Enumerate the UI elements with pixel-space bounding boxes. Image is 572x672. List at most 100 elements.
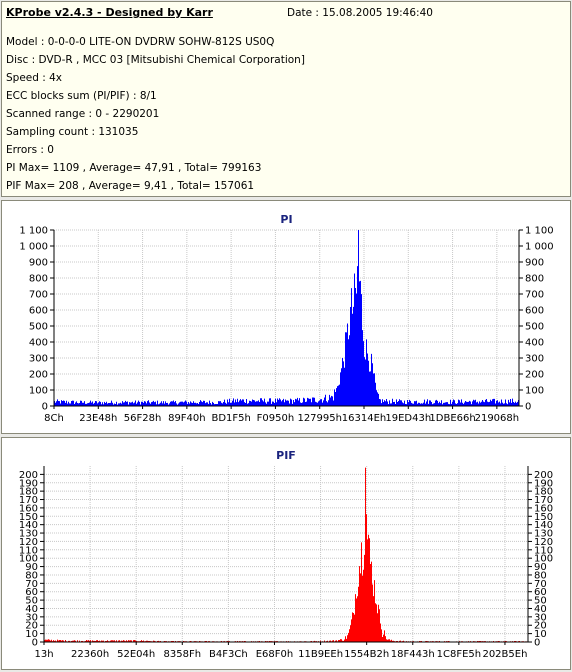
y-tick-label-right: 150 xyxy=(534,512,553,523)
y-tick-label-right: 200 xyxy=(534,470,553,481)
y-tick-label-left: 130 xyxy=(19,529,38,540)
x-tick-label: 22360h xyxy=(71,649,109,660)
x-tick-label: 202B5Eh xyxy=(482,649,527,660)
x-tick-label: 127995h xyxy=(297,413,342,424)
x-tick-label: F0950h xyxy=(257,413,295,424)
y-tick-label-right: 10 xyxy=(534,629,547,640)
y-tick-label-right: 120 xyxy=(534,537,553,548)
y-tick-label-right: 400 xyxy=(525,338,544,349)
y-tick-label-right: 90 xyxy=(534,562,547,573)
y-tick-label-left: 180 xyxy=(19,487,38,498)
x-tick-label: E68F0h xyxy=(256,649,294,660)
y-tick-label-right: 0 xyxy=(534,638,540,649)
app-title: KProbe v2.4.3 - Designed by Karr xyxy=(6,6,213,19)
pi-chart-panel: PI 0 0 100 100 200 200 300 300 400 400 500 500 600 600… xyxy=(1,200,571,434)
y-tick-label-right: 1 000 xyxy=(525,242,554,253)
info-scanned-range: Scanned range : 0 - 2290201 xyxy=(6,108,160,120)
y-tick-label-left: 900 xyxy=(29,258,48,269)
y-tick-label-left: 20 xyxy=(25,621,38,632)
y-tick-label-right: 600 xyxy=(525,306,544,317)
y-tick-label-left: 80 xyxy=(25,570,38,581)
y-tick-label-right: 100 xyxy=(525,386,544,397)
y-tick-label-left: 200 xyxy=(19,470,38,481)
y-tick-label-left: 700 xyxy=(29,290,48,301)
y-tick-label-right: 200 xyxy=(525,370,544,381)
x-tick-label: 52E04h xyxy=(117,649,155,660)
y-tick-label-left: 100 xyxy=(19,554,38,565)
pif-chart-panel: PIF 0 0 10 10 20 20 30 30 40 40 50 50 60 60 70 70 80 80 90 9… xyxy=(1,437,571,670)
y-tick-label-right: 80 xyxy=(534,570,547,581)
y-tick-label-left: 600 xyxy=(29,306,48,317)
x-tick-label: BD1F5h xyxy=(211,413,250,424)
y-tick-label-right: 130 xyxy=(534,529,553,540)
x-tick-label: 56F28h xyxy=(124,413,162,424)
y-tick-label-right: 60 xyxy=(534,587,547,598)
y-tick-label-left: 170 xyxy=(19,495,38,506)
y-tick-label-right: 0 xyxy=(525,402,531,413)
y-tick-label-left: 120 xyxy=(19,537,38,548)
y-tick-label-left: 800 xyxy=(29,274,48,285)
info-sampling-count: Sampling count : 131035 xyxy=(6,126,139,138)
x-tick-label: 1C8FE5h xyxy=(437,649,481,660)
info-pif-stats: PIF Max= 208 , Average= 9,41 , Total= 15… xyxy=(6,180,255,192)
y-tick-label-left: 300 xyxy=(29,354,48,365)
plot-area xyxy=(54,230,519,406)
x-tick-label: 219068h xyxy=(475,413,520,424)
y-tick-label-left: 70 xyxy=(25,579,38,590)
y-tick-label-left: 140 xyxy=(19,520,38,531)
y-tick-label-left: 160 xyxy=(19,503,38,514)
y-tick-label-right: 100 xyxy=(534,554,553,565)
y-tick-label-left: 500 xyxy=(29,322,48,333)
x-tick-label: 19ED43h xyxy=(385,413,431,424)
y-tick-label-left: 10 xyxy=(25,629,38,640)
y-tick-label-left: 40 xyxy=(25,604,38,615)
y-tick-label-right: 700 xyxy=(525,290,544,301)
y-tick-label-left: 400 xyxy=(29,338,48,349)
x-tick-label: 1DBE66h xyxy=(429,413,475,424)
x-tick-label: B4F3Ch xyxy=(209,649,248,660)
y-tick-label-left: 150 xyxy=(19,512,38,523)
chart-title: PI xyxy=(280,213,292,226)
x-tick-label: 11B9EEh xyxy=(298,649,343,660)
x-tick-label: 16314Eh xyxy=(342,413,386,424)
y-tick-label-right: 190 xyxy=(534,478,553,489)
y-tick-label-right: 500 xyxy=(525,322,544,333)
plot-area xyxy=(44,466,528,642)
y-tick-label-right: 20 xyxy=(534,621,547,632)
chart-title: PIF xyxy=(276,449,296,462)
y-tick-label-right: 110 xyxy=(534,545,553,556)
y-tick-label-right: 300 xyxy=(525,354,544,365)
info-speed: Speed : 4x xyxy=(6,72,63,84)
x-tick-label: 23E48h xyxy=(79,413,117,424)
y-tick-label-left: 60 xyxy=(25,587,38,598)
y-tick-label-right: 50 xyxy=(534,596,547,607)
info-panel: KProbe v2.4.3 - Designed by Karr Date : … xyxy=(1,1,571,197)
info-lines: Model : 0-0-0-0 LITE-ON DVDRW SOHW-812S … xyxy=(6,33,305,195)
x-tick-label: 18F443h xyxy=(391,649,435,660)
pi-series xyxy=(54,230,519,406)
y-tick-label-left: 0 xyxy=(32,638,38,649)
info-disc: Disc : DVD-R , MCC 03 [Mitsubishi Chemic… xyxy=(6,54,305,66)
info-pi-stats: PI Max= 1109 , Average= 47,91 , Total= 7… xyxy=(6,162,262,174)
info-model: Model : 0-0-0-0 LITE-ON DVDRW SOHW-812S … xyxy=(6,36,275,48)
y-tick-label-left: 50 xyxy=(25,596,38,607)
y-tick-label-right: 160 xyxy=(534,503,553,514)
y-tick-label-left: 90 xyxy=(25,562,38,573)
x-tick-label: 89F40h xyxy=(168,413,206,424)
y-tick-label-left: 1 100 xyxy=(19,226,48,237)
y-tick-label-right: 40 xyxy=(534,604,547,615)
y-tick-label-right: 70 xyxy=(534,579,547,590)
y-tick-label-left: 1 000 xyxy=(19,242,48,253)
y-tick-label-right: 30 xyxy=(534,612,547,623)
scan-date: Date : 15.08.2005 19:46:40 xyxy=(287,7,433,19)
y-tick-label-right: 140 xyxy=(534,520,553,531)
x-tick-label: 13h xyxy=(34,649,53,660)
y-tick-label-left: 190 xyxy=(19,478,38,489)
y-tick-label-left: 200 xyxy=(29,370,48,381)
info-errors: Errors : 0 xyxy=(6,144,54,156)
pi-chart: PI 0 0 100 100 200 200 300 300 400 400 500 500 600 600… xyxy=(19,213,554,424)
x-tick-label: 8Ch xyxy=(44,413,64,424)
y-tick-label-right: 170 xyxy=(534,495,553,506)
x-tick-label: 1554B2h xyxy=(344,649,389,660)
y-tick-label-right: 900 xyxy=(525,258,544,269)
